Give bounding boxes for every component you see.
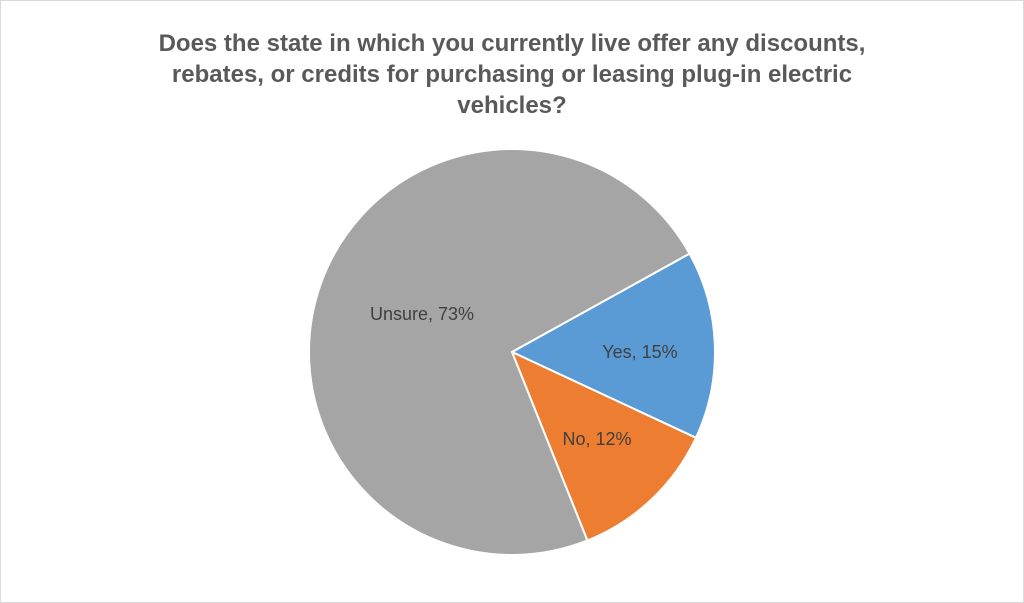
slice-no: [510, 350, 698, 542]
slice-yes: [509, 252, 716, 440]
title-line-1: Does the state in which you currently li…: [158, 30, 866, 57]
chart-title: Does the state in which you currently li…: [0, 28, 1024, 121]
title-line-2: rebates, or credits for purchasing or le…: [171, 61, 853, 88]
label-no: No, 12%: [562, 429, 631, 449]
title-line-3: vehicles?: [457, 92, 567, 119]
pie-slices: [308, 148, 716, 556]
label-yes: Yes, 15%: [602, 342, 677, 362]
slice-unsure: [308, 148, 691, 556]
label-unsure: Unsure, 73%: [370, 304, 474, 324]
